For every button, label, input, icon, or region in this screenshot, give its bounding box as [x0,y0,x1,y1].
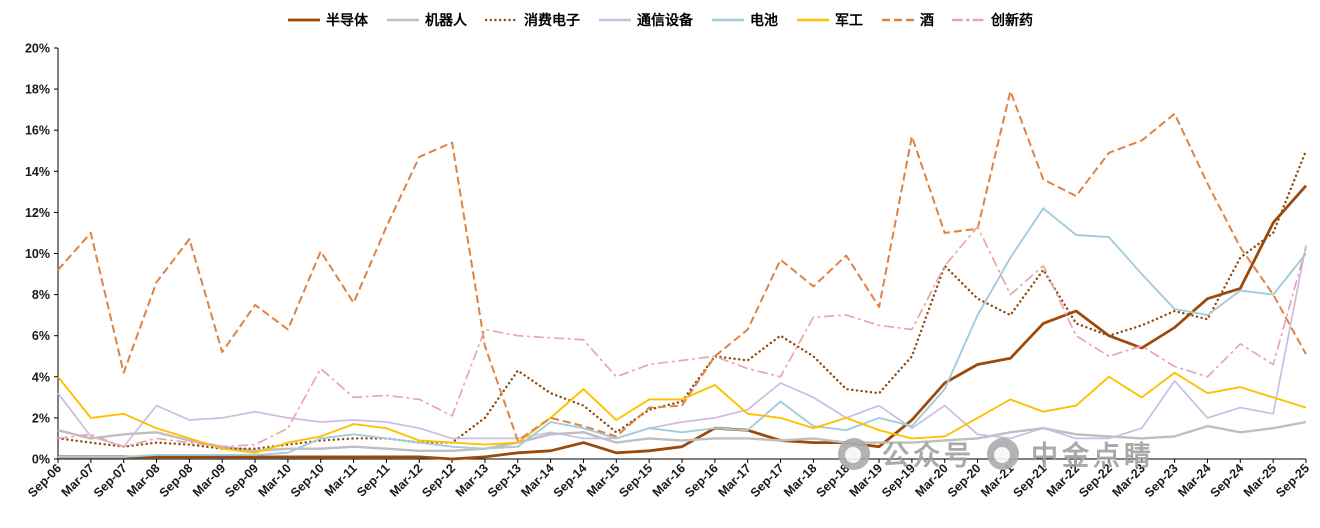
y-tick-label: 14% [25,165,50,179]
legend-line-swatch [485,18,519,22]
x-tick-label: Sep-23 [1142,461,1181,500]
series-line-电池 [58,207,1307,458]
legend-item-4: 电池 [711,10,778,30]
x-tick-label: Mar-25 [1241,461,1279,499]
series-line-半导体 [58,184,1308,461]
legend-line-swatch [387,18,419,22]
x-tick-label: Sep-07 [91,461,130,500]
x-tick-label: Sep-12 [419,461,458,500]
x-tick-label: Mar-11 [322,461,360,499]
x-tick-label: Sep-22 [1076,461,1115,500]
x-tick-label: Mar-16 [650,461,688,499]
series-line-创新药 [57,225,1307,448]
x-tick-label: Sep-25 [1273,461,1312,500]
x-tick-label: Sep-10 [288,461,327,500]
x-tick-label: Mar-19 [847,461,885,499]
x-tick-label: Mar-17 [715,461,753,499]
x-tick-label: Sep-21 [1010,461,1049,500]
series-line-消费电子 [56,149,1308,450]
y-tick-label: 0% [32,453,50,467]
x-tick-label: Mar-18 [781,461,819,499]
y-tick-label: 10% [25,247,50,261]
x-tick-label: Sep-16 [682,461,721,500]
legend-item-1: 机器人 [386,10,467,30]
legend-label: 机器人 [425,12,467,28]
legend-label: 酒 [920,12,934,28]
legend-item-3: 通信设备 [598,10,693,30]
legend-line-swatch [797,18,829,22]
series-line-通信设备 [57,245,1307,448]
legend-label: 通信设备 [637,12,693,28]
legend-label: 创新药 [991,12,1033,28]
legend-item-0: 半导体 [287,10,368,30]
x-tick-label: Sep-14 [551,461,590,500]
legend-item-2: 消费电子 [485,10,580,30]
legend-label: 半导体 [326,12,368,28]
legend-item-6: 酒 [881,10,934,30]
chart-legend: 半导体 机器人 消费电子 通信设备 电池 军工 酒 创新药 [0,10,1320,30]
y-tick-label: 4% [32,370,50,384]
legend-label: 军工 [835,12,863,28]
y-tick-label: 8% [32,288,50,302]
x-tick-label: Mar-07 [59,461,97,499]
x-tick-label: Sep-15 [616,461,655,500]
x-tick-label: Mar-20 [912,461,950,499]
y-tick-label: 20% [25,42,50,56]
x-tick-label: Sep-13 [485,461,524,500]
x-tick-label: Sep-17 [748,461,787,500]
legend-line-swatch [712,18,744,22]
series-line-军工 [57,371,1307,454]
x-tick-label: Mar-22 [1044,461,1082,499]
x-tick-label: Mar-23 [1110,461,1148,499]
legend-line-swatch [288,18,320,22]
legend-label: 电池 [750,12,778,28]
x-tick-label: Mar-13 [453,461,491,499]
y-tick-label: 2% [32,411,50,425]
legend-label: 消费电子 [524,12,580,28]
legend-item-7: 创新药 [952,10,1033,30]
x-tick-label: Sep-11 [354,461,392,499]
x-tick-label: Sep-08 [157,461,196,500]
x-tick-label: Mar-08 [124,461,162,499]
y-tick-label: 12% [25,206,50,220]
legend-line-swatch [882,18,914,22]
legend-line-swatch [952,18,986,22]
x-tick-label: Mar-10 [256,461,294,499]
legend-line-swatch [599,18,631,22]
x-tick-label: Sep-09 [222,461,261,500]
x-tick-label: Sep-20 [945,461,984,500]
x-tick-label: Sep-24 [1208,461,1247,500]
x-tick-label: Mar-24 [1175,461,1213,499]
y-tick-label: 18% [25,83,50,97]
x-tick-label: Mar-12 [387,461,425,499]
y-tick-label: 16% [25,124,50,138]
x-tick-label: Sep-18 [813,461,852,500]
x-tick-label: Mar-15 [584,461,622,499]
y-tick-label: 6% [32,329,50,343]
x-tick-label: Mar-14 [518,461,556,499]
x-tick-label: Sep-19 [879,461,918,500]
x-tick-label: Mar-09 [190,461,228,499]
x-tick-label: Sep-06 [25,461,64,500]
x-tick-label: Mar-21 [978,461,1016,499]
legend-item-5: 军工 [796,10,863,30]
series-line-酒 [57,90,1307,442]
